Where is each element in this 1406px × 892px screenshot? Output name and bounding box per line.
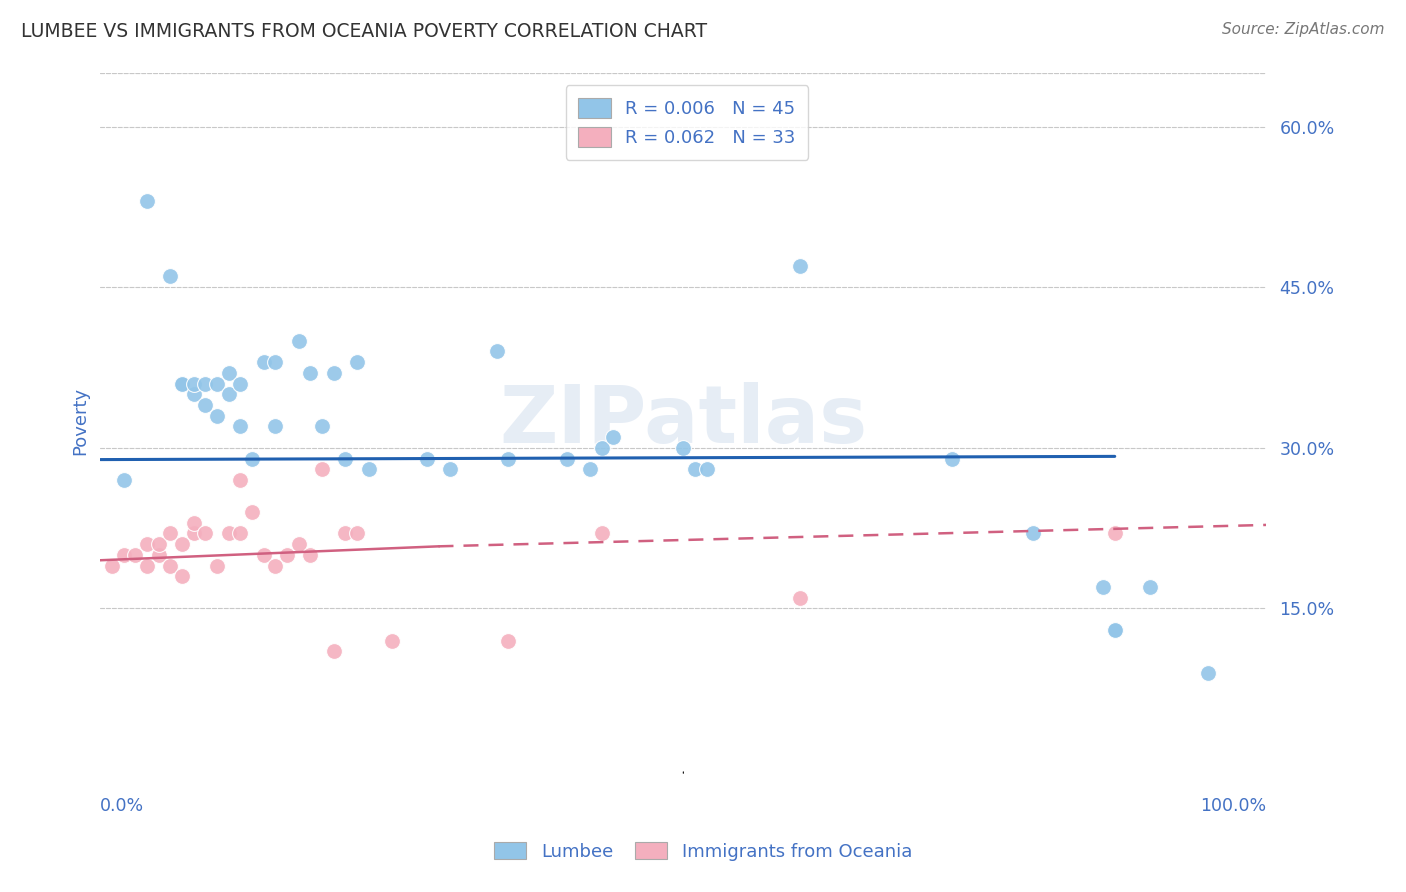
Point <box>159 526 181 541</box>
Point <box>311 462 333 476</box>
Point <box>602 430 624 444</box>
Point <box>299 548 322 562</box>
Point <box>941 451 963 466</box>
Point <box>170 376 193 391</box>
Point <box>148 537 170 551</box>
Point <box>183 387 205 401</box>
Point <box>287 537 309 551</box>
Point <box>264 355 287 369</box>
Point <box>183 376 205 391</box>
Point <box>136 537 159 551</box>
Y-axis label: Poverty: Poverty <box>72 387 89 455</box>
Point <box>194 398 217 412</box>
Point <box>136 558 159 573</box>
Point <box>240 451 263 466</box>
Point <box>159 558 181 573</box>
Text: ZIPatlas: ZIPatlas <box>499 382 868 460</box>
Point <box>276 548 298 562</box>
Point <box>1104 526 1126 541</box>
Point <box>183 526 205 541</box>
Point <box>252 548 274 562</box>
Point <box>416 451 439 466</box>
Point <box>148 548 170 562</box>
Point <box>240 505 263 519</box>
Point <box>194 376 217 391</box>
Point <box>789 259 811 273</box>
Point <box>252 355 274 369</box>
Point <box>299 366 322 380</box>
Point <box>485 344 508 359</box>
Point <box>112 473 135 487</box>
Point <box>264 558 287 573</box>
Point <box>205 558 228 573</box>
Point <box>287 334 309 348</box>
Point <box>335 526 357 541</box>
Point <box>683 462 706 476</box>
Point <box>591 526 613 541</box>
Point <box>229 526 252 541</box>
Legend: R = 0.006   N = 45, R = 0.062   N = 33: R = 0.006 N = 45, R = 0.062 N = 33 <box>565 86 808 160</box>
Point <box>170 537 193 551</box>
Point <box>1197 665 1219 680</box>
Point <box>579 462 602 476</box>
Point <box>1104 623 1126 637</box>
Point <box>1139 580 1161 594</box>
Legend: Lumbee, Immigrants from Oceania: Lumbee, Immigrants from Oceania <box>485 833 921 870</box>
Point <box>124 548 146 562</box>
Point <box>101 558 124 573</box>
Point <box>159 269 181 284</box>
Point <box>1092 580 1115 594</box>
Point <box>1104 623 1126 637</box>
Point <box>322 644 344 658</box>
Point <box>218 366 240 380</box>
Point <box>498 451 520 466</box>
Point <box>672 441 695 455</box>
Point <box>218 526 240 541</box>
Point <box>1022 526 1045 541</box>
Point <box>218 387 240 401</box>
Point <box>229 419 252 434</box>
Point <box>439 462 461 476</box>
Point <box>346 355 368 369</box>
Text: 100.0%: 100.0% <box>1201 797 1267 815</box>
Point <box>205 376 228 391</box>
Point <box>112 548 135 562</box>
Point <box>357 462 380 476</box>
Point <box>789 591 811 605</box>
Point <box>696 462 718 476</box>
Point <box>205 409 228 423</box>
Point <box>498 633 520 648</box>
Point <box>229 376 252 391</box>
Point <box>555 451 578 466</box>
Point <box>335 451 357 466</box>
Point <box>322 366 344 380</box>
Point <box>136 194 159 209</box>
Point <box>170 569 193 583</box>
Point <box>170 376 193 391</box>
Point <box>183 516 205 530</box>
Point <box>194 526 217 541</box>
Point <box>346 526 368 541</box>
Point <box>591 441 613 455</box>
Point <box>311 419 333 434</box>
Point <box>264 419 287 434</box>
Point <box>229 473 252 487</box>
Point <box>381 633 404 648</box>
Text: 0.0%: 0.0% <box>100 797 145 815</box>
Text: Source: ZipAtlas.com: Source: ZipAtlas.com <box>1222 22 1385 37</box>
Text: LUMBEE VS IMMIGRANTS FROM OCEANIA POVERTY CORRELATION CHART: LUMBEE VS IMMIGRANTS FROM OCEANIA POVERT… <box>21 22 707 41</box>
